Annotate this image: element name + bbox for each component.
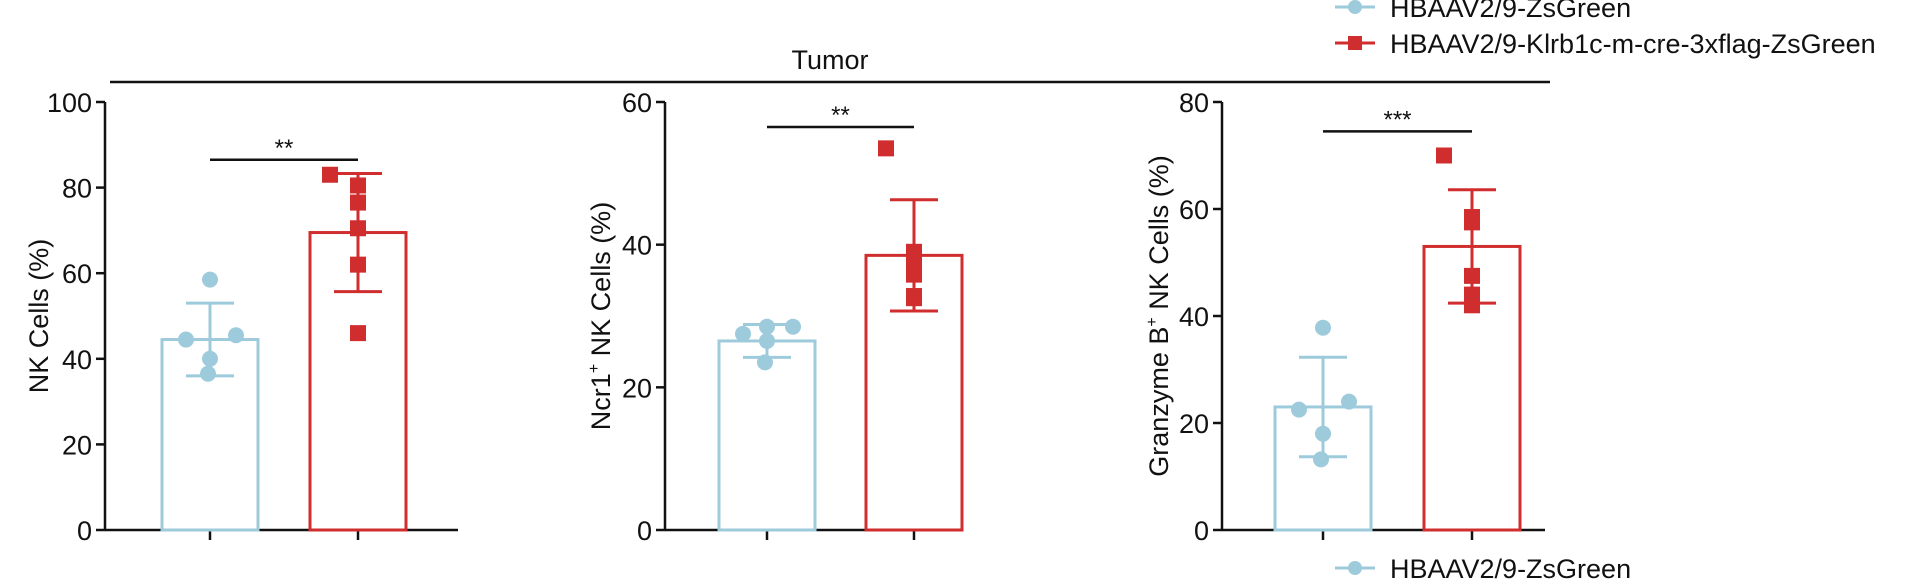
y-tick-label: 0	[637, 516, 652, 546]
data-point	[1341, 393, 1357, 410]
data-point	[202, 271, 218, 288]
data-point	[906, 290, 922, 307]
data-point	[1315, 425, 1331, 442]
y-axis-label-superscript: +	[586, 364, 603, 373]
chart-panel-1: 0 20 40 60 80 100 NK Cells (%) **	[24, 88, 458, 546]
data-point	[350, 325, 366, 342]
legend-label: HBAAV2/9-ZsGreen	[1390, 0, 1631, 23]
y-axis-label: NK Cells (%)	[24, 239, 54, 394]
y-axis-label-text: NK Cells (%)	[586, 202, 616, 364]
y-axis-label-text: Ncr1	[586, 373, 616, 430]
y-tick-label: 40	[62, 345, 92, 375]
data-point	[1291, 401, 1307, 418]
y-axis-label-text: NK Cells (%)	[24, 239, 54, 394]
bottom-legend: HBAAV2/9-ZsGreen	[1335, 554, 1631, 580]
data-point	[906, 266, 922, 283]
bottom-legend-label: HBAAV2/9-ZsGreen	[1390, 554, 1631, 580]
data-point	[1313, 451, 1329, 468]
y-axis-label-text: Granzyme B	[1144, 327, 1174, 477]
data-point	[757, 354, 773, 371]
data-point	[200, 365, 216, 382]
y-tick-label: 0	[1194, 516, 1209, 546]
data-point	[202, 350, 218, 367]
data-point	[1315, 319, 1331, 336]
data-point	[178, 331, 194, 348]
chart-panel-3: 0 20 40 60 80 Granzyme B+ NK Cells (%) ***	[1144, 88, 1545, 546]
data-point	[906, 254, 922, 271]
data-point	[878, 140, 894, 157]
data-point	[759, 332, 775, 349]
y-axis-label-superscript: +	[1144, 317, 1161, 326]
data-point	[759, 318, 775, 335]
significance-label: ***	[1383, 106, 1411, 133]
data-point	[350, 194, 366, 211]
legend-label: HBAAV2/9-Klrb1c-m-cre-3xflag-ZsGreen	[1390, 29, 1876, 59]
y-tick-label: 60	[1179, 195, 1209, 225]
significance-label: **	[831, 102, 850, 129]
y-tick-label: 80	[1179, 88, 1209, 118]
y-tick-label: 100	[47, 88, 92, 118]
data-point	[350, 220, 366, 237]
y-tick-label: 20	[1179, 409, 1209, 439]
legend: HBAAV2/9-ZsGreen HBAAV2/9-Klrb1c-m-cre-3x…	[1335, 0, 1876, 59]
legend-marker	[1348, 36, 1362, 50]
data-point	[350, 256, 366, 273]
bottom-legend-marker	[1348, 561, 1362, 575]
data-point	[1436, 147, 1452, 164]
y-tick-label: 40	[1179, 302, 1209, 332]
data-point	[785, 318, 801, 335]
chart-panel-2: 0 20 40 60 Ncr1+ NK Cells (%) **	[586, 88, 964, 546]
group-header: Tumor	[110, 45, 1550, 84]
data-point	[228, 327, 244, 344]
data-point	[1464, 267, 1480, 284]
significance-label: **	[275, 135, 294, 162]
y-axis-label: Granzyme B+ NK Cells (%)	[1144, 155, 1174, 476]
y-tick-label: 40	[622, 231, 652, 261]
y-tick-label: 20	[622, 373, 652, 403]
y-tick-label: 60	[622, 88, 652, 118]
y-axis-label-text: NK Cells (%)	[1144, 155, 1174, 317]
y-tick-label: 80	[62, 174, 92, 204]
y-axis-label: Ncr1+ NK Cells (%)	[586, 202, 616, 430]
data-point	[322, 166, 338, 183]
data-point	[1464, 297, 1480, 314]
group-title: Tumor	[791, 45, 868, 75]
y-tick-label: 0	[77, 516, 92, 546]
legend-marker	[1348, 0, 1362, 14]
y-tick-label: 60	[62, 259, 92, 289]
data-point	[735, 325, 751, 342]
data-point	[1464, 214, 1480, 231]
y-tick-label: 20	[62, 430, 92, 460]
data-point	[350, 177, 366, 194]
